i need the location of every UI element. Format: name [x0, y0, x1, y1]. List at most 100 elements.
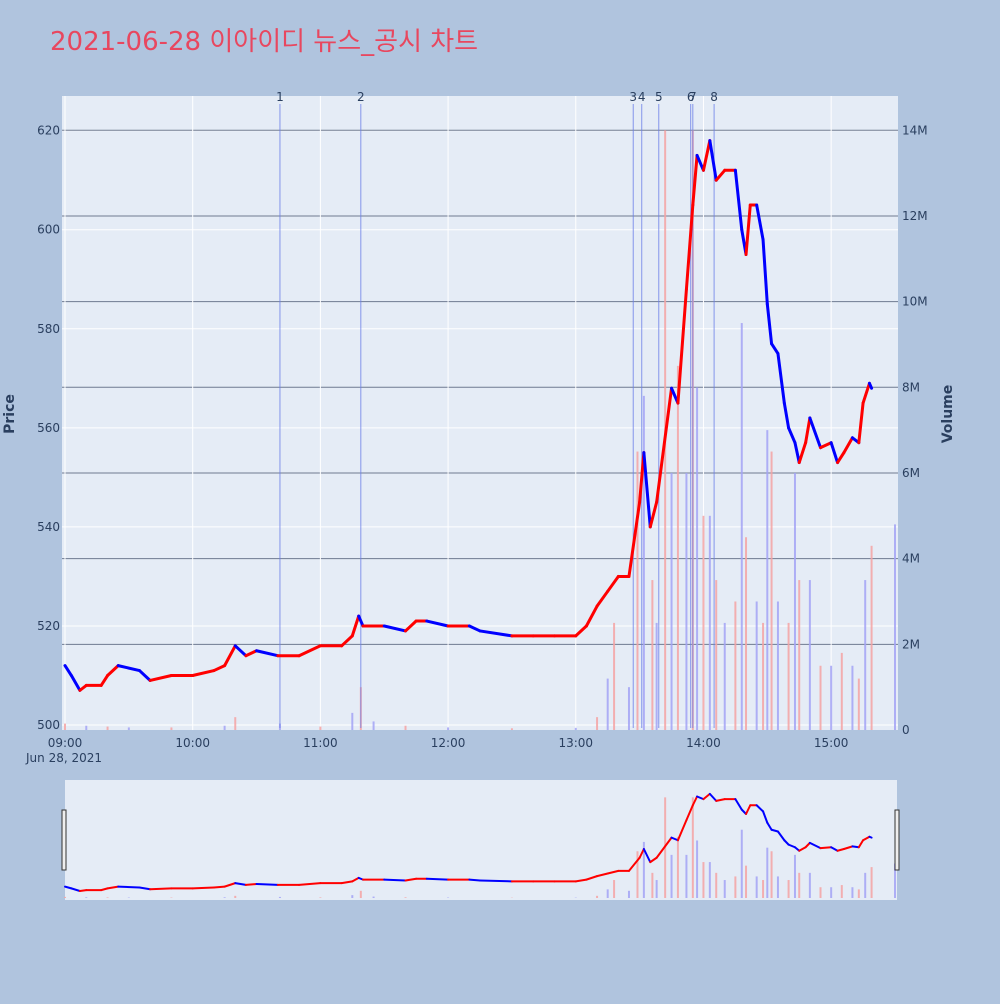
mini-volume-bar [858, 889, 860, 898]
mini-volume-bar [724, 880, 726, 898]
y-tick-label: 580 [37, 322, 60, 336]
mini-volume-bar [351, 895, 353, 898]
volume-bar [628, 687, 630, 730]
mini-volume-bar [771, 851, 773, 898]
volume-bar [709, 516, 711, 730]
volume-bar [830, 666, 832, 730]
mini-volume-bar [319, 897, 321, 898]
mini-volume-bar [373, 897, 375, 898]
mini-price-segment [469, 880, 480, 881]
volume-bar [762, 623, 764, 730]
mini-volume-bar [820, 887, 822, 898]
y2-tick-label: 0 [902, 723, 910, 737]
volume-bar [809, 580, 811, 730]
mini-volume-bar [234, 896, 236, 898]
y-tick-label: 600 [37, 223, 60, 237]
y-tick-label: 500 [37, 718, 60, 732]
volume-bar [696, 387, 698, 730]
volume-bar [351, 713, 353, 730]
news-marker-label: 4 [638, 90, 646, 104]
mini-volume-bar [692, 797, 694, 898]
volume-bar [794, 473, 796, 730]
y-tick-label: 540 [37, 520, 60, 534]
mini-volume-bar [762, 880, 764, 898]
volume-bar [234, 717, 236, 730]
volume-bar [685, 473, 687, 730]
volume-bar [851, 666, 853, 730]
x-tick-label: 12:00 [431, 736, 466, 750]
mini-volume-bar [788, 880, 790, 898]
volume-bar [777, 601, 779, 730]
mini-volume-bar [734, 876, 736, 898]
chart-title: 2021-06-28 이아이디 뉴스_공시 차트 [50, 27, 478, 57]
date-label: Jun 28, 2021 [25, 751, 102, 765]
news-marker-label: 1 [276, 90, 284, 104]
volume-bar [820, 666, 822, 730]
volume-bar [771, 452, 773, 730]
volume-bar [745, 537, 747, 730]
y-tick-label: 560 [37, 421, 60, 435]
volume-bar [864, 580, 866, 730]
volume-bar [702, 516, 704, 730]
volume-bar [107, 727, 109, 730]
volume-bar [85, 726, 87, 730]
range-slider[interactable] [62, 780, 899, 900]
volume-bar [643, 396, 645, 730]
mini-volume-bar [809, 873, 811, 898]
volume-bar [656, 623, 658, 730]
mini-price-segment [193, 888, 214, 889]
volume-bar [677, 366, 679, 730]
mini-volume-bar [798, 873, 800, 898]
news-marker-label: 8 [710, 90, 718, 104]
mini-price-segment [257, 884, 278, 885]
volume-bar [447, 727, 449, 730]
volume-bar [756, 601, 758, 730]
mini-price-segment [150, 888, 171, 889]
mini-price-segment [246, 884, 257, 885]
volume-bar [741, 323, 743, 730]
news-marker-label: 5 [655, 90, 663, 104]
mini-volume-bar [224, 897, 226, 898]
mini-volume-bar [794, 855, 796, 898]
volume-bar [724, 623, 726, 730]
mini-volume-bar [85, 897, 87, 898]
y2-tick-label: 12M [902, 209, 928, 223]
y2-tick-label: 6M [902, 466, 920, 480]
volume-bar [798, 580, 800, 730]
volume-bar [671, 473, 673, 730]
mini-volume-bar [766, 848, 768, 898]
x-tick-label: 15:00 [814, 736, 849, 750]
mini-price-segment [869, 837, 871, 838]
mini-volume-bar [677, 837, 679, 898]
range-slider-left-handle[interactable] [62, 810, 66, 870]
mini-volume-bar [360, 891, 362, 898]
mini-volume-bar [685, 855, 687, 898]
mini-volume-bar [864, 873, 866, 898]
mini-volume-bar [830, 887, 832, 898]
volume-bar [766, 430, 768, 730]
news-marker-label: 2 [357, 90, 365, 104]
mini-volume-bar [709, 862, 711, 898]
mini-price-segment [118, 887, 139, 888]
mini-volume-bar [607, 889, 609, 898]
volume-bar [841, 653, 843, 730]
x-tick-label: 13:00 [558, 736, 593, 750]
mini-volume-bar [702, 862, 704, 898]
volume-bar [871, 546, 873, 730]
volume-bar [170, 727, 172, 730]
mini-volume-bar [107, 897, 109, 898]
volume-bar [405, 726, 407, 730]
range-slider-right-handle[interactable] [895, 810, 899, 870]
mini-price-segment [384, 880, 405, 881]
mini-volume-bar [64, 897, 66, 898]
mini-volume-bar [756, 876, 758, 898]
mini-volume-bar [745, 866, 747, 898]
mini-volume-bar [628, 891, 630, 898]
volume-bar [373, 721, 375, 730]
volume-bar [894, 524, 896, 730]
price-segment [869, 383, 871, 388]
volume-bar [607, 679, 609, 730]
y-tick-label: 620 [37, 124, 60, 138]
